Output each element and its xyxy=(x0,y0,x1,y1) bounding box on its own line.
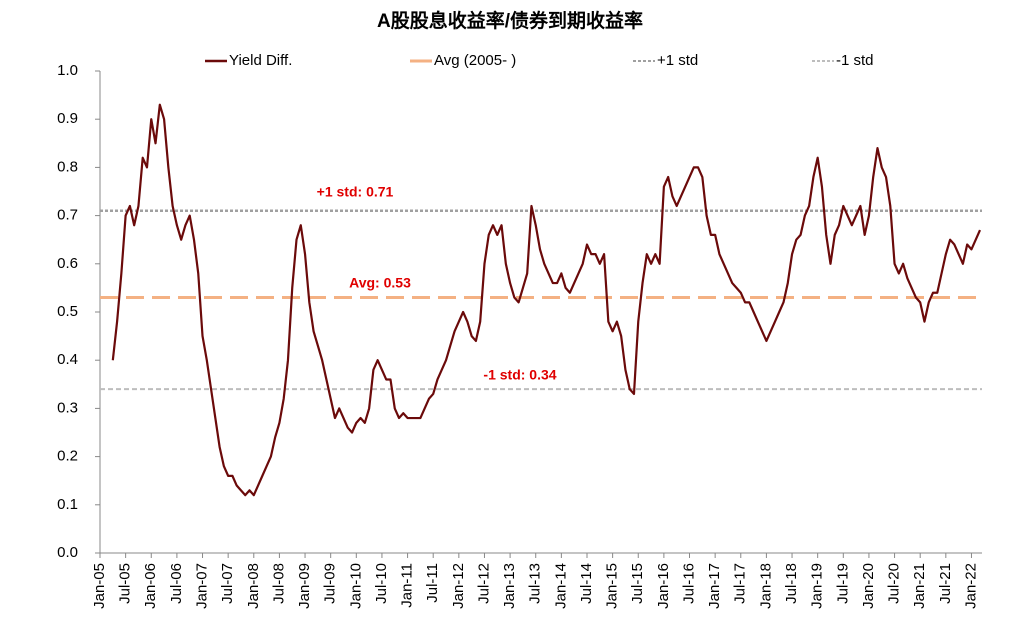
x-tick-label: Jul-20 xyxy=(886,563,903,604)
x-tick-label: Jul-17 xyxy=(732,563,749,604)
x-tick-label: Jan-19 xyxy=(809,563,826,609)
x-tick-label: Jan-20 xyxy=(860,563,877,609)
x-tick-label: Jul-11 xyxy=(424,563,441,603)
x-tick-label: Jul-16 xyxy=(680,563,697,604)
x-tick-label: Jan-17 xyxy=(706,563,723,609)
annotation: Avg: 0.53 xyxy=(349,275,411,291)
x-tick-label: Jul-07 xyxy=(219,563,236,604)
x-tick-label: Jul-19 xyxy=(834,563,851,604)
x-tick-label: Jul-21 xyxy=(937,563,954,604)
x-tick-label: Jul-15 xyxy=(629,563,646,604)
y-tick-label: 0.6 xyxy=(57,255,78,272)
legend-label: Yield Diff. xyxy=(229,52,292,69)
x-tick-label: Jan-22 xyxy=(962,563,979,609)
x-tick-label: Jul-14 xyxy=(578,563,595,604)
x-tick-label: Jan-12 xyxy=(450,563,467,609)
chart-title: A股股息收益率/债券到期收益率 xyxy=(377,9,643,32)
x-tick-label: Jul-05 xyxy=(117,563,134,604)
x-tick-label: Jul-18 xyxy=(783,563,800,604)
x-tick-label: Jul-06 xyxy=(168,563,185,604)
x-tick-label: Jan-10 xyxy=(347,563,364,609)
series-line xyxy=(111,103,982,497)
x-tick-label: Jul-13 xyxy=(527,563,544,604)
x-tick-label: Jul-10 xyxy=(373,563,390,604)
y-tick-label: 0.0 xyxy=(57,544,78,561)
y-tick-label: 0.3 xyxy=(57,399,78,416)
legend-label: +1 std xyxy=(657,52,698,69)
x-tick-label: Jan-14 xyxy=(552,563,569,609)
legend-label: Avg (2005- ) xyxy=(434,52,516,69)
y-tick-label: 0.2 xyxy=(57,448,78,465)
x-tick-label: Jul-08 xyxy=(270,563,287,604)
x-tick-label: Jul-12 xyxy=(475,563,492,604)
y-tick-label: 0.5 xyxy=(57,303,78,320)
y-tick-label: 0.9 xyxy=(57,110,78,127)
x-tick-label: Jan-06 xyxy=(142,563,159,609)
x-tick-label: Jan-09 xyxy=(296,563,313,609)
y-tick-label: 1.0 xyxy=(57,62,78,79)
x-tick-label: Jan-07 xyxy=(193,563,210,609)
x-tick-label: Jan-16 xyxy=(655,563,672,609)
y-tick-label: 0.1 xyxy=(57,496,78,513)
y-tick-label: 0.4 xyxy=(57,351,78,368)
annotation: +1 std: 0.71 xyxy=(317,184,394,200)
x-tick-label: Jan-11 xyxy=(399,563,416,608)
x-tick-label: Jan-05 xyxy=(91,563,108,609)
legend-label: -1 std xyxy=(836,52,874,69)
x-tick-label: Jan-21 xyxy=(911,563,928,609)
x-tick-label: Jul-09 xyxy=(322,563,339,604)
y-tick-label: 0.8 xyxy=(57,158,78,175)
x-tick-label: Jan-08 xyxy=(245,563,262,609)
annotation: -1 std: 0.34 xyxy=(483,367,556,383)
x-tick-label: Jan-15 xyxy=(604,563,621,609)
x-tick-label: Jan-18 xyxy=(757,563,774,609)
y-tick-label: 0.7 xyxy=(57,207,78,224)
x-tick-label: Jan-13 xyxy=(501,563,518,609)
